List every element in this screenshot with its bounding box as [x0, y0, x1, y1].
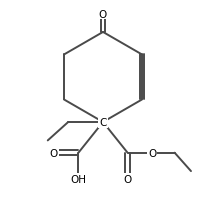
Text: OH: OH [70, 174, 87, 184]
Text: O: O [99, 9, 107, 19]
Text: C: C [99, 117, 107, 127]
Text: O: O [50, 148, 58, 158]
Text: O: O [123, 174, 132, 184]
Text: O: O [148, 148, 156, 158]
